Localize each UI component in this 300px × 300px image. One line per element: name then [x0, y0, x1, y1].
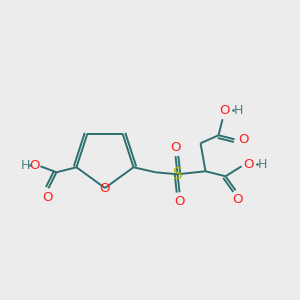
Text: H: H	[21, 159, 30, 172]
Text: O: O	[232, 193, 243, 206]
Text: O: O	[100, 182, 110, 194]
Text: O: O	[238, 133, 249, 146]
Text: O: O	[174, 195, 185, 208]
Text: O: O	[29, 159, 40, 172]
Text: H: H	[258, 158, 267, 171]
Text: O: O	[170, 141, 181, 154]
Text: O: O	[42, 191, 53, 204]
Text: S: S	[173, 167, 182, 182]
Text: H: H	[234, 104, 243, 117]
Text: O: O	[243, 158, 254, 171]
Text: O: O	[219, 104, 230, 117]
